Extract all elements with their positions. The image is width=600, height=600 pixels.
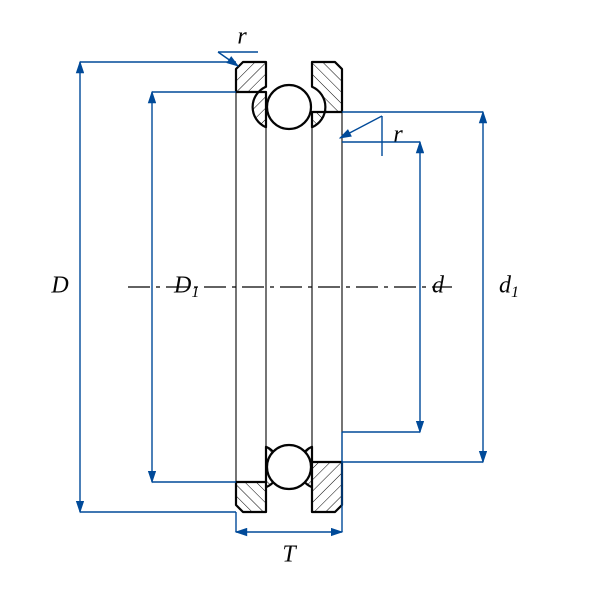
ball-bottom [267,445,311,489]
label-r-top: r [237,24,247,50]
ball-top [267,85,311,129]
label-T: T [282,542,297,568]
dim-r-top [218,52,238,66]
label-d: d [432,273,445,299]
label-D1: D1 [173,273,199,301]
label-d1: d1 [499,273,519,301]
dim-r-right [340,116,382,138]
race-R-top [312,62,342,127]
label-r-right: r [393,122,403,148]
race-L-top [236,62,266,127]
label-D: D [50,273,68,299]
